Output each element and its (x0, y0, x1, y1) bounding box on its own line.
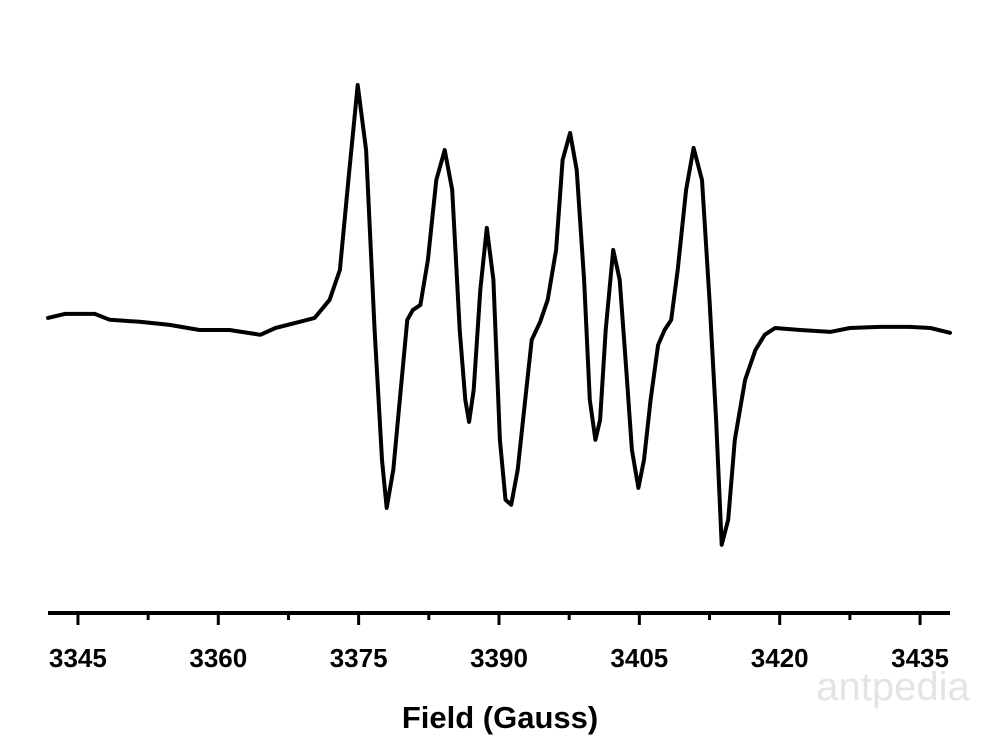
x-tick-label: 3390 (470, 643, 528, 673)
watermark: antpedia (816, 665, 970, 709)
x-tick-label: 3420 (751, 643, 809, 673)
x-axis-label: Field (Gauss) (402, 700, 598, 735)
x-tick-label: 3435 (891, 643, 949, 673)
x-tick-label: 3375 (330, 643, 388, 673)
x-tick-label: 3360 (189, 643, 247, 673)
spectrum-line (46, 83, 952, 547)
x-tick-label: 3405 (610, 643, 668, 673)
x-tick-label: 3345 (49, 643, 107, 673)
